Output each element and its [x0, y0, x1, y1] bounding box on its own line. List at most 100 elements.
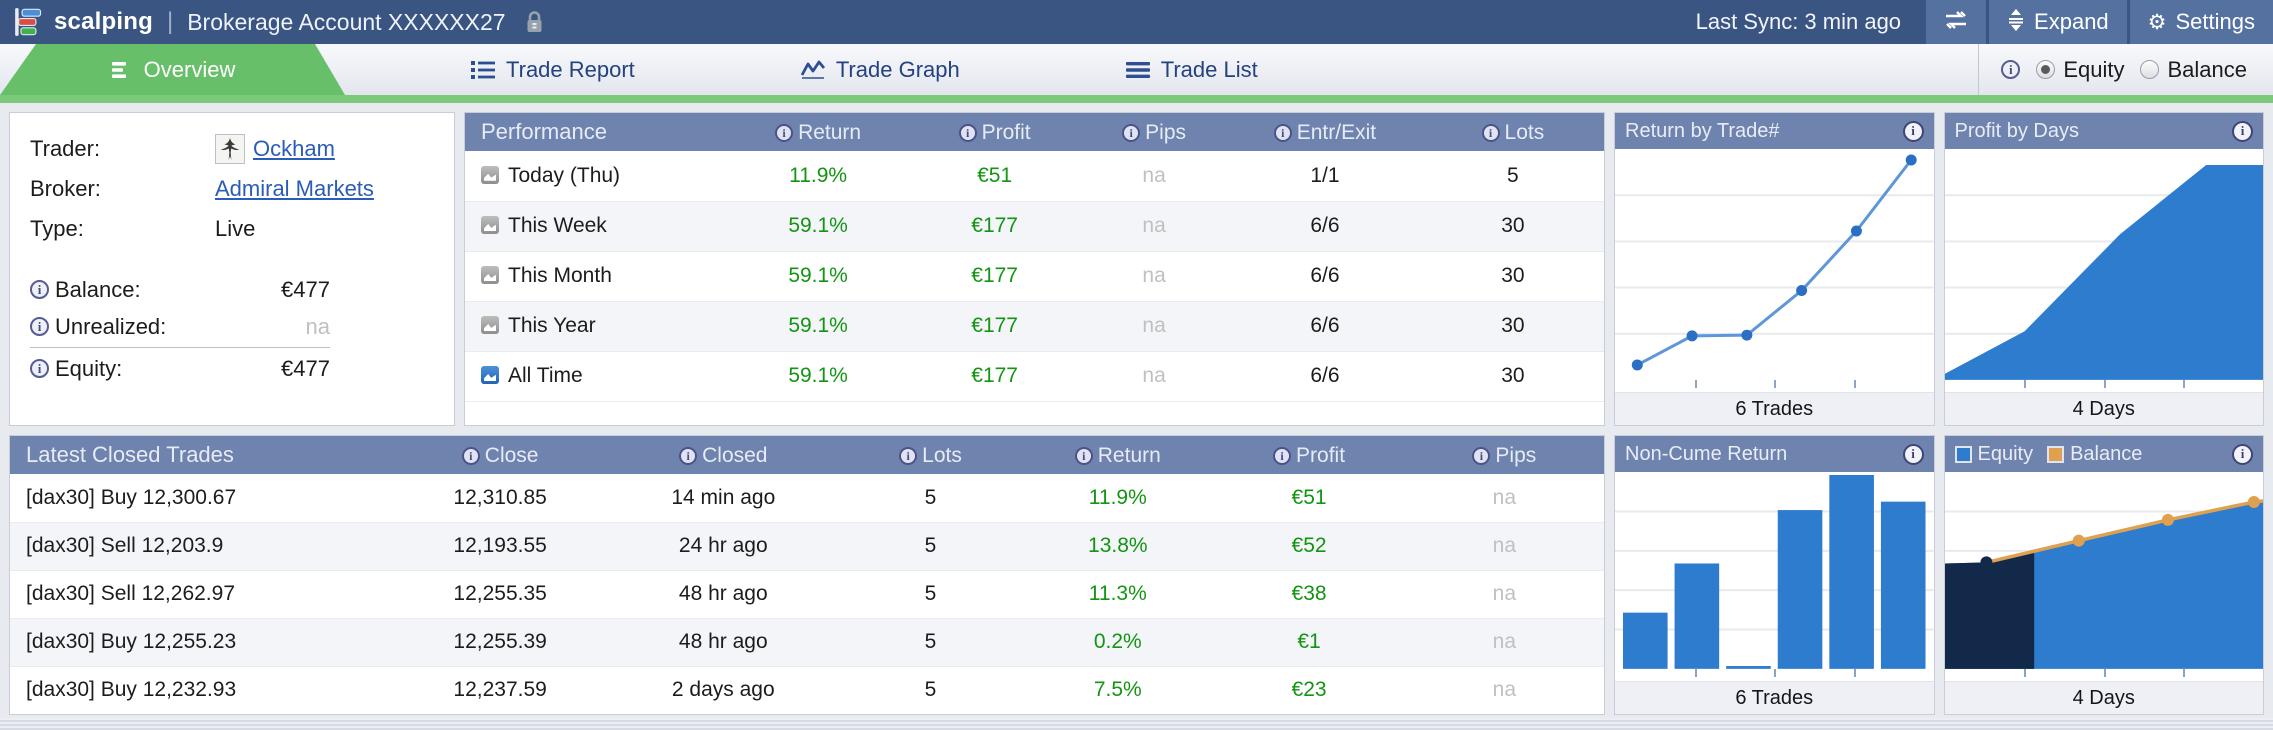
- equity-radio[interactable]: Equity: [2036, 57, 2124, 83]
- tab-trade-list[interactable]: Trade List: [1085, 44, 1298, 95]
- active-tab-underline: [0, 95, 2273, 103]
- return-col-info-icon[interactable]: [775, 124, 794, 143]
- mini-chart-icon-blue: [481, 366, 499, 384]
- brand-group: scalping | Brokerage Account XXXXXX27: [0, 7, 557, 37]
- chart-caption: 4 Days: [1944, 392, 2263, 425]
- chart-caption: 4 Days: [1944, 681, 2263, 714]
- balance-label: Balance:: [55, 276, 141, 302]
- profit-col-info-icon[interactable]: [1273, 447, 1292, 466]
- brand-divider: |: [166, 8, 174, 35]
- chart-legend: Equity Balance: [1954, 442, 2142, 466]
- performance-row-alltime: All Time 59.1% €177 na 6/6 30: [465, 351, 1604, 402]
- overview-icon: [110, 60, 134, 80]
- equity-swatch-icon: [1954, 445, 1972, 463]
- account-title: Brokerage Account XXXXXX27: [187, 8, 506, 35]
- performance-title: Performance: [465, 113, 727, 151]
- panel-title: Return by Trade#: [1625, 119, 1780, 142]
- col-lots: Lots: [1504, 121, 1545, 145]
- equity-balance-toggle: Equity Balance: [1978, 44, 2273, 95]
- tab-trade-graph[interactable]: Trade Graph: [760, 44, 1000, 95]
- col-closed: Closed: [702, 444, 768, 468]
- tab-trade-report[interactable]: Trade Report: [430, 44, 675, 95]
- trade-report-icon: [471, 60, 495, 79]
- tab-trade-report-label: Trade Report: [506, 56, 635, 82]
- lots-col-info-icon[interactable]: [899, 447, 918, 466]
- balance-radio[interactable]: Balance: [2140, 57, 2247, 83]
- tab-trade-list-label: Trade List: [1160, 56, 1258, 82]
- col-profit: Profit: [981, 121, 1031, 145]
- unrealized-row: Unrealized: na: [30, 308, 330, 345]
- type-label: Type:: [30, 216, 84, 241]
- unrealized-label: Unrealized:: [55, 313, 167, 339]
- unrealized-info-icon[interactable]: [30, 317, 49, 336]
- mini-chart-icon: [481, 216, 499, 234]
- legend-equity-label: Equity: [1977, 442, 2034, 465]
- non-cume-return-chart: [1615, 472, 1934, 669]
- broker-label: Broker:: [30, 176, 101, 201]
- latest-trades-card: Latest Closed Trades Close Closed Lots R…: [9, 435, 1605, 715]
- equity-info-icon[interactable]: [30, 359, 49, 378]
- panel-info-icon[interactable]: [1902, 120, 1924, 142]
- expand-button[interactable]: Expand: [1989, 0, 2127, 44]
- panel-info-icon[interactable]: [1902, 443, 1924, 465]
- col-pips: Pips: [1145, 121, 1186, 145]
- entrexit-col-info-icon[interactable]: [1273, 124, 1292, 143]
- trader-link[interactable]: Ockham: [253, 136, 335, 161]
- panel-info-icon[interactable]: [2232, 120, 2253, 142]
- last-sync-status: Last Sync: 3 min ago: [1695, 9, 1902, 34]
- sync-button[interactable]: [1926, 0, 1987, 44]
- equity-balance-chart: [1944, 472, 2264, 669]
- account-stats: Balance: €477 Unrealized: na Equity: €47…: [30, 271, 330, 387]
- panel-header: Non-Cume Return: [1615, 436, 1934, 472]
- stats-divider: [30, 347, 330, 348]
- tab-overview[interactable]: Overview: [0, 44, 345, 95]
- performance-row-week: This Week 59.1% €177 na 6/6 30: [465, 201, 1604, 252]
- latest-trades-table: Latest Closed Trades Close Closed Lots R…: [10, 436, 1604, 714]
- pips-col-info-icon[interactable]: [1472, 447, 1491, 466]
- panel-header: Equity Balance: [1944, 436, 2263, 472]
- settings-button[interactable]: ⚙ Settings: [2129, 0, 2273, 44]
- main-content: Trader: Ockham Broker: Admiral Markets T…: [0, 103, 2273, 730]
- col-close: Close: [484, 444, 539, 468]
- chart-caption: 6 Trades: [1615, 392, 1934, 425]
- gear-icon: ⚙: [2147, 10, 2167, 34]
- mini-chart-icon: [481, 266, 499, 284]
- trades-header-row: Latest Closed Trades Close Closed Lots R…: [10, 436, 1604, 474]
- close-col-info-icon[interactable]: [461, 447, 480, 466]
- expand-icon: [2007, 9, 2025, 35]
- col-lots: Lots: [922, 444, 962, 468]
- panel-title: Non-Cume Return: [1625, 442, 1788, 465]
- trade-row: [dax30] Sell 12,262.97 12,255.35 48 hr a…: [10, 570, 1604, 619]
- tabbar: Overview Trade Report Trade Graph Trade …: [0, 44, 2273, 95]
- lock-icon: [526, 11, 543, 33]
- performance-card: Performance Return Profit Pips Entr/Exit…: [464, 112, 1605, 426]
- settings-label: Settings: [2175, 9, 2256, 34]
- col-profit: Profit: [1296, 444, 1346, 468]
- balance-radio-circle[interactable]: [2140, 60, 2160, 79]
- pips-col-info-icon[interactable]: [1122, 124, 1141, 143]
- lots-col-info-icon[interactable]: [1481, 124, 1500, 143]
- trade-list-icon: [1125, 61, 1150, 78]
- closed-col-info-icon[interactable]: [679, 447, 698, 466]
- brand-logo-icon: [15, 8, 42, 36]
- profit-by-days-chart: [1944, 149, 2263, 380]
- return-col-info-icon[interactable]: [1074, 447, 1093, 466]
- trade-graph-icon: [800, 60, 825, 79]
- panel-info-icon[interactable]: [2232, 443, 2253, 465]
- mini-chart-icon: [481, 316, 499, 334]
- equity-row: Equity: €477: [30, 350, 330, 387]
- profit-col-info-icon[interactable]: [958, 124, 977, 143]
- latest-trades-title: Latest Closed Trades: [10, 436, 393, 474]
- balance-info-icon[interactable]: [30, 280, 49, 299]
- type-value: Live: [215, 216, 256, 241]
- trader-label: Trader:: [30, 136, 101, 161]
- trade-row: [dax30] Buy 12,232.93 12,237.59 2 days a…: [10, 666, 1604, 714]
- equity-radio-circle[interactable]: [2036, 60, 2056, 79]
- broker-link[interactable]: Admiral Markets: [215, 176, 374, 201]
- toggle-info-icon[interactable]: [2001, 60, 2021, 79]
- equity-label: Equity:: [55, 355, 123, 381]
- performance-row-year: This Year 59.1% €177 na 6/6 30: [465, 301, 1604, 352]
- panel-profit-by-days: Profit by Days 4 Days: [1943, 112, 2264, 426]
- topbar: scalping | Brokerage Account XXXXXX27 La…: [0, 0, 2273, 44]
- legend-balance: Balance: [2047, 443, 2142, 466]
